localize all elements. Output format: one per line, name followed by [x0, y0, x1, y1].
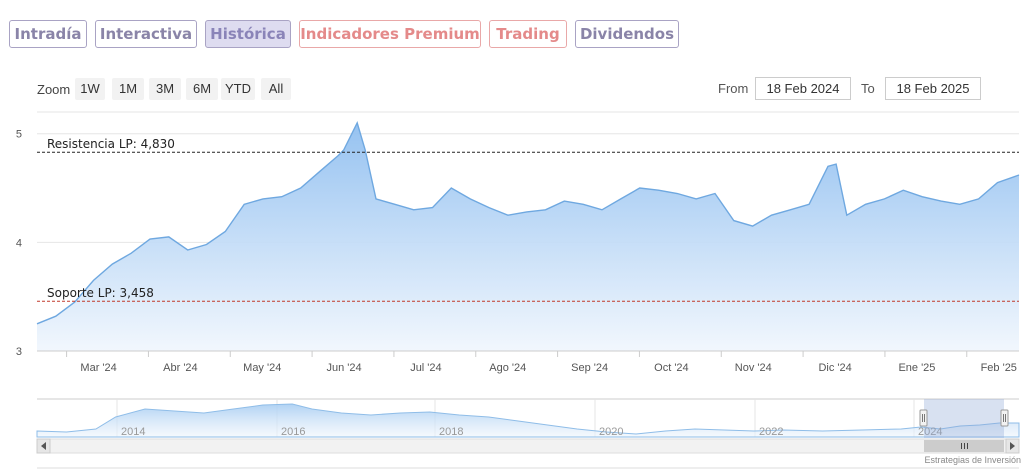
tab-interactiva[interactable]: Interactiva	[95, 20, 197, 48]
scrollbar[interactable]	[36, 438, 1020, 454]
level-lines: Resistencia LP: 4,830 Soporte LP: 3,458	[37, 137, 1019, 302]
y-tick-label: 5	[16, 129, 22, 141]
zoom-all-button[interactable]: All	[261, 78, 291, 100]
price-line	[36, 120, 1020, 325]
y-tick-label: 4	[16, 237, 22, 249]
range-from-input[interactable]	[755, 77, 851, 100]
scroll-right-arrow-icon	[1010, 442, 1015, 450]
y-tick-label: 3	[16, 346, 22, 358]
tab-dividendos[interactable]: Dividendos	[575, 20, 679, 48]
x-tick-label: Dic '24	[818, 362, 851, 374]
range-to-label: To	[861, 81, 875, 96]
zoom-3m-button[interactable]: 3M	[149, 78, 181, 100]
range-from-label: From	[718, 81, 749, 96]
resistance-label: Resistencia LP: 4,830	[47, 137, 175, 151]
zoom-6m-button[interactable]: 6M	[186, 78, 218, 100]
range-to-input[interactable]	[885, 77, 981, 100]
x-tick-label: Jul '24	[410, 362, 441, 374]
tab-intradia[interactable]: Intradía	[9, 20, 87, 48]
tab-trading[interactable]: Trading	[489, 20, 567, 48]
x-tick-label: Feb '25	[981, 362, 1017, 374]
price-area	[37, 122, 1019, 352]
zoom-ytd-button[interactable]: YTD	[221, 78, 255, 100]
x-tick-label: May '24	[243, 362, 281, 374]
zoom-1m-button[interactable]: 1M	[112, 78, 144, 100]
x-tick-label: Oct '24	[654, 362, 689, 374]
support-label: Soporte LP: 3,458	[47, 286, 154, 300]
navigator-tick-label: 2014	[121, 426, 145, 438]
navigator-selection[interactable]	[924, 399, 1004, 438]
tab-indicadores-premium[interactable]: Indicadores Premium	[299, 20, 481, 48]
zoom-1w-button[interactable]: 1W	[75, 78, 105, 100]
x-tick-label: Nov '24	[735, 362, 772, 374]
x-axis: Mar '24 Abr '24 May '24 Jun '24 Jul '24 Ago '…	[37, 350, 1019, 374]
zoom-label: Zoom	[37, 82, 71, 97]
credit-text: Estrategias de Inversión	[924, 455, 1021, 465]
navigator-right-handle[interactable]	[1000, 409, 1009, 427]
x-tick-label: Ago '24	[489, 362, 526, 374]
scroll-left-arrow-icon	[41, 442, 46, 450]
x-tick-label: Sep '24	[571, 362, 608, 374]
x-tick-label: Abr '24	[163, 362, 198, 374]
navigator-tick-label: 2022	[759, 426, 783, 438]
tab-historica[interactable]: Histórica	[205, 20, 291, 48]
navigator-tick-label: 2016	[281, 426, 305, 438]
y-axis: 3 4 5	[16, 129, 22, 358]
navigator-left-handle[interactable]	[919, 409, 928, 427]
navigator-tick-label: 2020	[599, 426, 623, 438]
navigator[interactable]: 2014 2016 2018 2020 2022 2024	[36, 398, 1020, 438]
navigator-tick-label: 2024	[918, 426, 942, 438]
x-tick-label: Jun '24	[327, 362, 362, 374]
x-tick-label: Mar '24	[80, 362, 116, 374]
navigator-tick-label: 2018	[439, 426, 463, 438]
x-tick-label: Ene '25	[898, 362, 935, 374]
